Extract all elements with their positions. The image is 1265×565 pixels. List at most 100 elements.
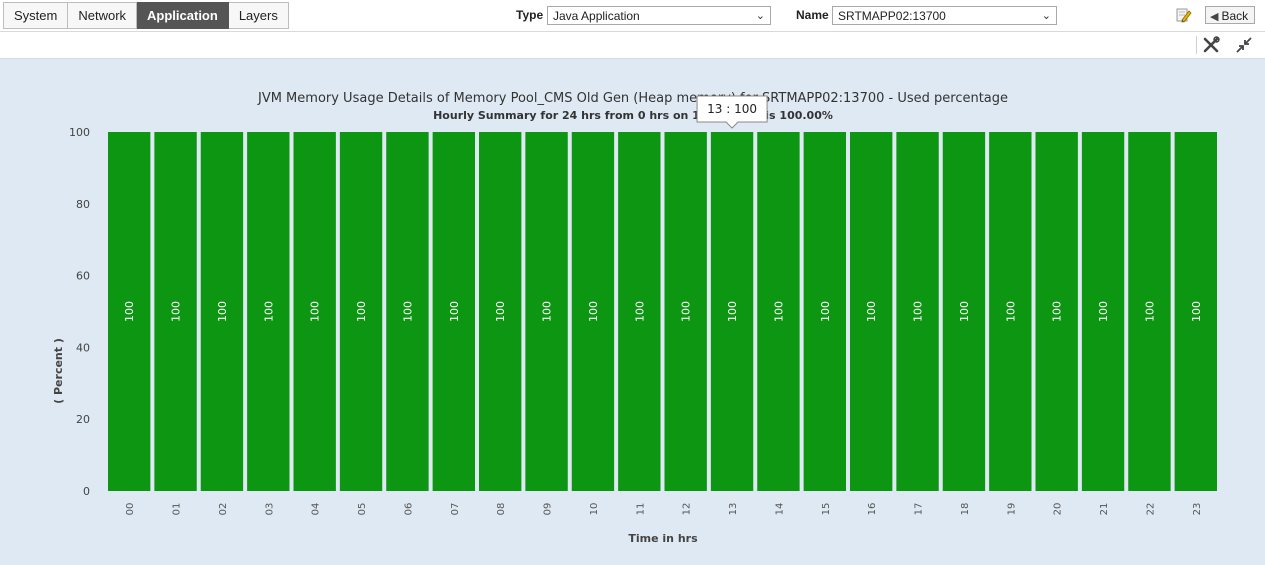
bar-14[interactable]: [757, 132, 800, 491]
bar-value-label: 100: [633, 301, 646, 322]
x-axis-label: Time in hrs: [628, 532, 698, 545]
x-tick-label: 13: [728, 503, 739, 516]
tooltip-box: [696, 95, 768, 129]
bar-07[interactable]: [432, 132, 475, 491]
x-tick-label: 04: [311, 503, 322, 516]
chart-toolbar: [0, 32, 1265, 59]
name-label: Name: [796, 8, 829, 22]
x-tick-label: 11: [635, 503, 646, 516]
type-label: Type: [516, 8, 544, 22]
bar-value-label: 100: [819, 301, 832, 322]
bar-value-label: 100: [772, 301, 785, 322]
bar-value-label: 100: [1004, 301, 1017, 322]
bar-value-label: 100: [309, 301, 322, 322]
x-tick-label: 10: [589, 503, 600, 516]
bar-value-label: 100: [587, 301, 600, 322]
bar-value-label: 100: [170, 301, 183, 322]
type-select-value: Java Application: [553, 9, 640, 23]
y-axis-label: ( Percent ): [52, 338, 65, 404]
bar-value-label: 100: [958, 301, 971, 322]
bar-value-label: 100: [680, 301, 693, 322]
bar-02[interactable]: [200, 132, 244, 491]
collapse-arrows-icon[interactable]: [1235, 36, 1253, 54]
bar-08[interactable]: [479, 132, 522, 491]
bar-13[interactable]: [710, 132, 754, 491]
bar-12[interactable]: [664, 132, 707, 491]
y-tick-label: 60: [76, 270, 90, 283]
y-tick-label: 100: [69, 126, 90, 139]
bar-value-label: 100: [912, 301, 925, 322]
edit-pencil-icon[interactable]: [1175, 6, 1193, 24]
x-tick-label: 07: [450, 503, 461, 516]
x-tick-label: 15: [821, 503, 832, 516]
bar-09[interactable]: [525, 132, 568, 491]
x-tick-label: 18: [960, 503, 971, 516]
wrench-screwdriver-icon[interactable]: [1202, 36, 1220, 54]
bar-value-label: 100: [1051, 301, 1064, 322]
bar-value-label: 100: [865, 301, 878, 322]
tab-bar: System Network Application Layers: [3, 2, 289, 29]
bar-value-label: 100: [401, 301, 414, 322]
y-axis-ticks: 0 20 40 60 80 100: [69, 126, 90, 498]
tab-network[interactable]: Network: [68, 2, 138, 29]
chevron-down-icon: ⌄: [755, 10, 765, 22]
chart-panel: JVM Memory Usage Details of Memory Pool_…: [0, 59, 1265, 565]
bar-18[interactable]: [942, 132, 986, 491]
x-tick-label: 17: [914, 503, 925, 516]
bar-03[interactable]: [247, 132, 290, 491]
chart-tooltip: 13 : 100: [696, 95, 768, 129]
bar-chart: JVM Memory Usage Details of Memory Pool_…: [52, 91, 1217, 545]
tab-system[interactable]: System: [3, 2, 69, 29]
bars: 100 100 100 100 100 100 100 100 100 100 100 100 100 1…: [108, 132, 1217, 491]
bar-value-label: 100: [726, 301, 739, 322]
bar-10[interactable]: [571, 132, 615, 491]
bar-value-label: 100: [262, 301, 275, 322]
bar-06[interactable]: [386, 132, 429, 491]
bar-17[interactable]: [896, 132, 939, 491]
y-tick-label: 0: [83, 485, 90, 498]
bar-05[interactable]: [339, 132, 383, 491]
bar-11[interactable]: [618, 132, 661, 491]
x-tick-label: 16: [867, 503, 878, 516]
bar-15[interactable]: [803, 132, 846, 491]
type-select[interactable]: Java Application ⌄: [547, 6, 771, 25]
divider: [1196, 36, 1197, 54]
y-tick-label: 80: [76, 198, 90, 211]
top-toolbar: System Network Application Layers Type J…: [0, 0, 1265, 32]
bar-value-label: 100: [1143, 301, 1156, 322]
tab-layers[interactable]: Layers: [228, 2, 289, 29]
name-select[interactable]: SRTMAPP02:13700 ⌄: [832, 6, 1057, 25]
tab-application[interactable]: Application: [137, 2, 229, 29]
bar-value-label: 100: [494, 301, 507, 322]
back-button[interactable]: ◀ Back: [1205, 6, 1255, 24]
x-tick-label: 20: [1053, 503, 1064, 516]
bar-value-label: 100: [541, 301, 554, 322]
bar-23[interactable]: [1174, 132, 1217, 491]
bar-22[interactable]: [1128, 132, 1171, 491]
bar-04[interactable]: [293, 132, 336, 491]
x-tick-label: 12: [682, 503, 693, 516]
x-tick-label: 19: [1006, 503, 1017, 516]
x-tick-label: 21: [1099, 503, 1110, 516]
bar-01[interactable]: [154, 132, 197, 491]
bar-19[interactable]: [989, 132, 1032, 491]
chart-title: JVM Memory Usage Details of Memory Pool_…: [257, 91, 1008, 106]
bar-21[interactable]: [1081, 132, 1125, 491]
x-tick-label: 09: [543, 503, 554, 516]
x-tick-label: 08: [496, 503, 507, 516]
back-button-label: Back: [1221, 9, 1249, 23]
x-axis-ticks: 00 01 02 03 04 05 06 07 08 09 10 11 12 13 14 15 16 17 18 19…: [125, 503, 1203, 516]
name-select-value: SRTMAPP02:13700: [838, 9, 946, 23]
bar-00[interactable]: [108, 132, 151, 491]
bar-value-label: 100: [1190, 301, 1203, 322]
bar-20[interactable]: [1035, 132, 1078, 491]
back-arrow-icon: ◀: [1210, 11, 1219, 23]
bar-value-label: 100: [1097, 301, 1110, 322]
x-tick-label: 14: [774, 503, 785, 516]
bar-value-label: 100: [123, 301, 136, 322]
bar-value-label: 100: [448, 301, 461, 322]
x-tick-label: 02: [218, 503, 229, 516]
bar-value-label: 100: [355, 301, 368, 322]
bar-16[interactable]: [850, 132, 893, 491]
tooltip-text: 13 : 100: [707, 102, 757, 116]
